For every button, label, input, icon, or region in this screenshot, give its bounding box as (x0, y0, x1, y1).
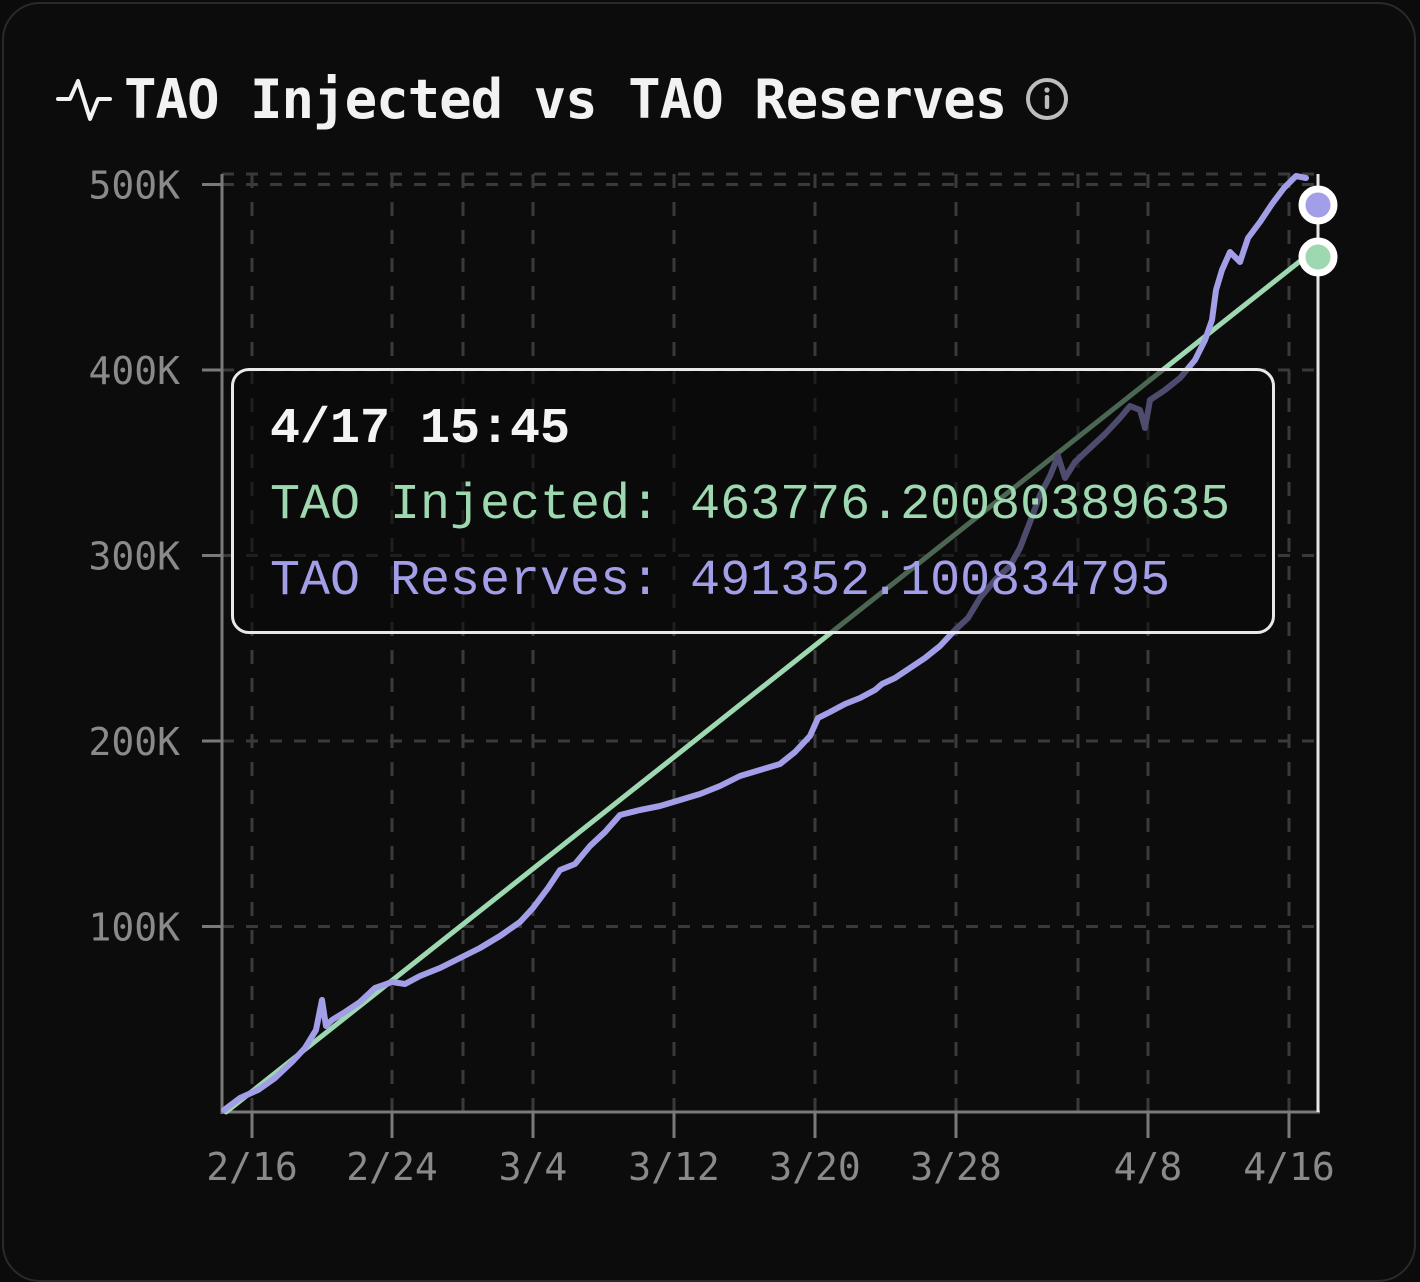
x-tick-label: 3/4 (499, 1145, 568, 1189)
tooltip-reserves: TAO Reserves: 491352.100834795 (270, 553, 1171, 610)
x-tick-label: 4/16 (1243, 1145, 1335, 1189)
x-tick-label: 3/12 (628, 1145, 720, 1189)
tooltip-injected: TAO Injected: 463776.20080389635 (270, 477, 1231, 534)
x-tick-label: 3/20 (769, 1145, 861, 1189)
x-tick-label: 3/28 (910, 1145, 1002, 1189)
pulse-icon (56, 79, 112, 121)
tooltip-reserves-label: TAO Reserves (270, 553, 631, 610)
x-tick-label: 2/24 (346, 1145, 438, 1189)
chart-title: TAO Injected vs TAO Reserves (124, 67, 1007, 131)
tooltip-injected-label: TAO Injected (270, 477, 631, 534)
x-axis-labels: 2/16 2/24 3/4 3/12 3/20 3/28 4/8 4/16 (206, 1112, 1335, 1189)
x-tick-label: 2/16 (206, 1145, 298, 1189)
y-tick-label: 500K (88, 164, 180, 208)
series-tao-reserves[interactable] (221, 173, 1309, 1113)
tooltip-injected-value: 463776.20080389635 (690, 477, 1231, 534)
x-tick-label: 4/8 (1114, 1145, 1183, 1189)
tooltip-date: 4/17 15:45 (270, 401, 571, 458)
tooltip-reserves-value: 491352.100834795 (690, 553, 1171, 610)
info-icon[interactable] (1024, 76, 1070, 122)
axes (220, 174, 1320, 1114)
chart-tooltip: 4/17 15:45 TAO Injected: 463776.20080389… (231, 368, 1275, 634)
y-tick-label: 400K (88, 349, 180, 393)
reserves-marker (1298, 185, 1338, 225)
chart-header: TAO Injected vs TAO Reserves (56, 64, 1070, 134)
y-axis-labels: 100K 200K 300K 400K 500K (88, 164, 222, 950)
y-tick-label: 200K (88, 720, 180, 764)
y-tick-label: 100K (88, 906, 180, 950)
y-tick-label: 300K (88, 535, 180, 579)
injected-marker (1298, 237, 1338, 277)
hover-markers (1298, 185, 1338, 277)
